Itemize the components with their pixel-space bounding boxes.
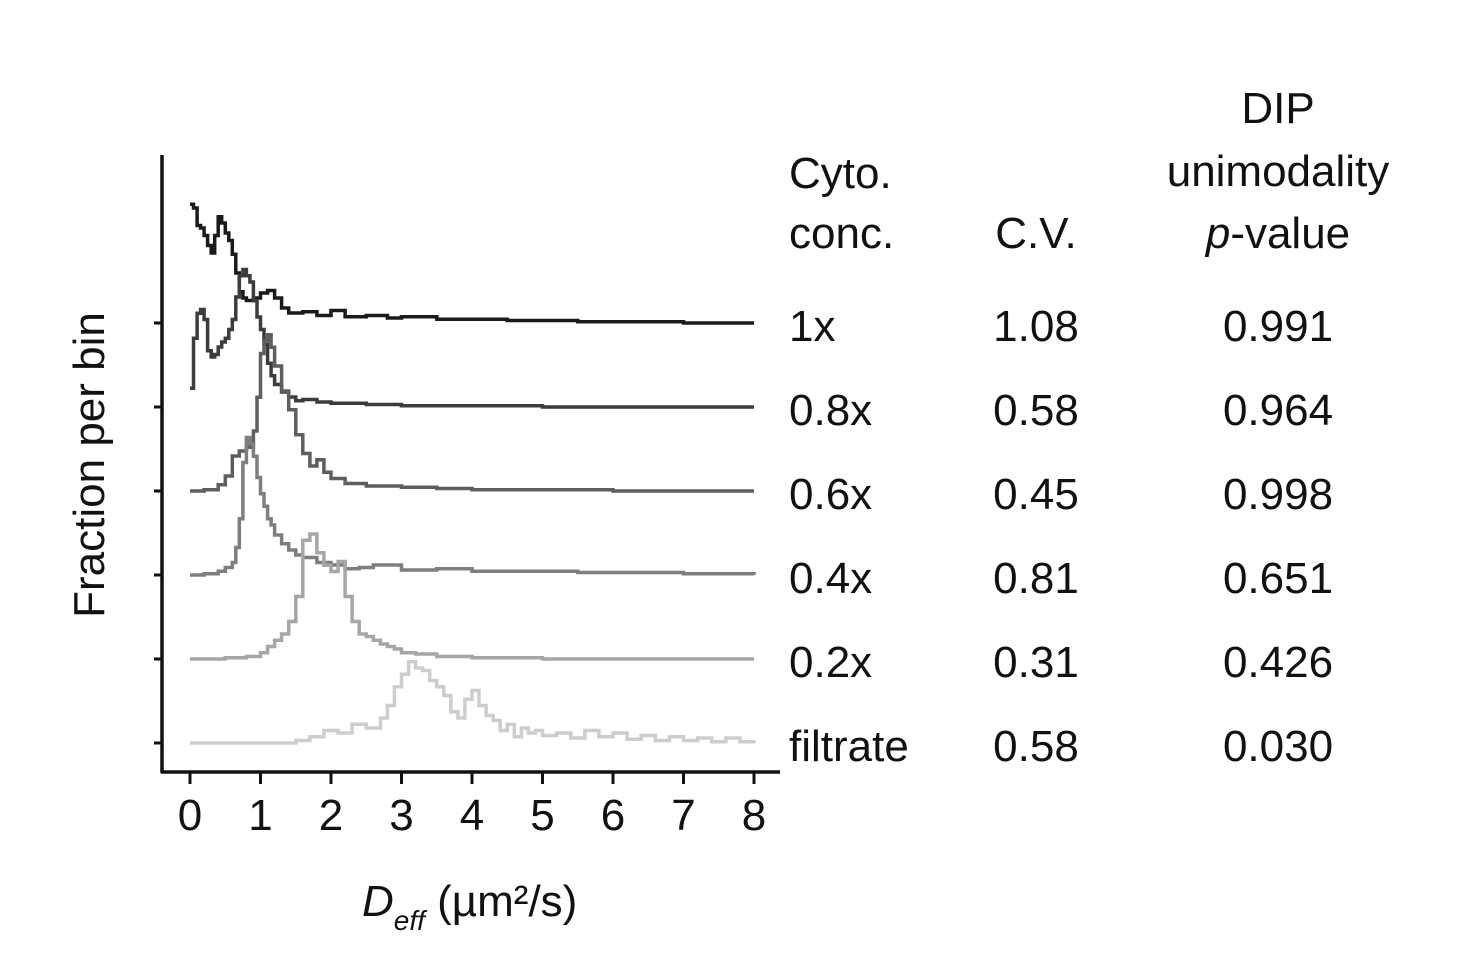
x-tick-label-7: 7 bbox=[671, 791, 695, 840]
histogram-series-group bbox=[190, 202, 756, 745]
header-dip-line3: p-value bbox=[1204, 209, 1350, 258]
chart-axes bbox=[154, 155, 780, 784]
histogram-series-3 bbox=[190, 333, 754, 493]
header-dip-line1: DIP bbox=[1241, 84, 1314, 133]
row-2-pvalue: 0.964 bbox=[1223, 386, 1333, 435]
x-axis-title: Deff (µm²/s) bbox=[362, 877, 577, 936]
histogram-series-4 bbox=[190, 435, 756, 577]
x-tick-label-1: 1 bbox=[248, 791, 272, 840]
header-dip-line2: unimodality bbox=[1167, 147, 1390, 196]
row-4-conc: 0.4x bbox=[789, 554, 872, 603]
x-tick-label-8: 8 bbox=[742, 791, 766, 840]
header-cv: C.V. bbox=[995, 209, 1077, 258]
x-tick-label-3: 3 bbox=[389, 791, 413, 840]
x-tick-label-0: 0 bbox=[178, 791, 202, 840]
histogram-series-5 bbox=[190, 532, 754, 661]
row-3-cv: 0.45 bbox=[993, 470, 1079, 519]
row-4-pvalue: 0.651 bbox=[1223, 554, 1333, 603]
header-conc-line2: conc. bbox=[789, 209, 894, 258]
histogram-series-6 bbox=[190, 660, 756, 745]
histogram-series-1 bbox=[190, 202, 754, 325]
x-tick-label-5: 5 bbox=[530, 791, 554, 840]
row-5-cv: 0.31 bbox=[993, 638, 1079, 687]
header-p-italic: p bbox=[1204, 209, 1230, 258]
row-1-pvalue: 0.991 bbox=[1223, 302, 1333, 351]
x-tick-label-2: 2 bbox=[319, 791, 343, 840]
row-1-cv: 1.08 bbox=[993, 302, 1079, 351]
row-5-conc: 0.2x bbox=[789, 638, 872, 687]
row-3-conc: 0.6x bbox=[789, 470, 872, 519]
x-tick-label-6: 6 bbox=[601, 791, 625, 840]
row-2-conc: 0.8x bbox=[789, 386, 872, 435]
x-axis-title-subscript: eff bbox=[394, 905, 428, 936]
y-axis-title-group: Fraction per bin bbox=[65, 312, 114, 618]
row-5-pvalue: 0.426 bbox=[1223, 638, 1333, 687]
row-6-cv: 0.58 bbox=[993, 722, 1079, 771]
x-axis-title-group: Deff (µm²/s) bbox=[362, 877, 577, 936]
row-6-pvalue: 0.030 bbox=[1223, 722, 1333, 771]
header-conc-line1: Cyto. bbox=[789, 149, 892, 198]
row-4-cv: 0.81 bbox=[993, 554, 1079, 603]
row-6-conc: filtrate bbox=[789, 722, 909, 771]
row-1-conc: 1x bbox=[789, 302, 835, 351]
x-axis-title-symbol: D bbox=[362, 877, 394, 926]
histogram-series-2 bbox=[190, 267, 754, 409]
header-p-rest: -value bbox=[1230, 209, 1350, 258]
y-axis-title: Fraction per bin bbox=[65, 312, 114, 618]
row-2-cv: 0.58 bbox=[993, 386, 1079, 435]
x-axis-title-unit: (µm²/s) bbox=[425, 877, 577, 926]
x-tick-label-4: 4 bbox=[460, 791, 484, 840]
stats-table: Cyto. conc. C.V. DIP unimodality p-value 1x 1.0… bbox=[789, 84, 1389, 771]
row-3-pvalue: 0.998 bbox=[1223, 470, 1333, 519]
